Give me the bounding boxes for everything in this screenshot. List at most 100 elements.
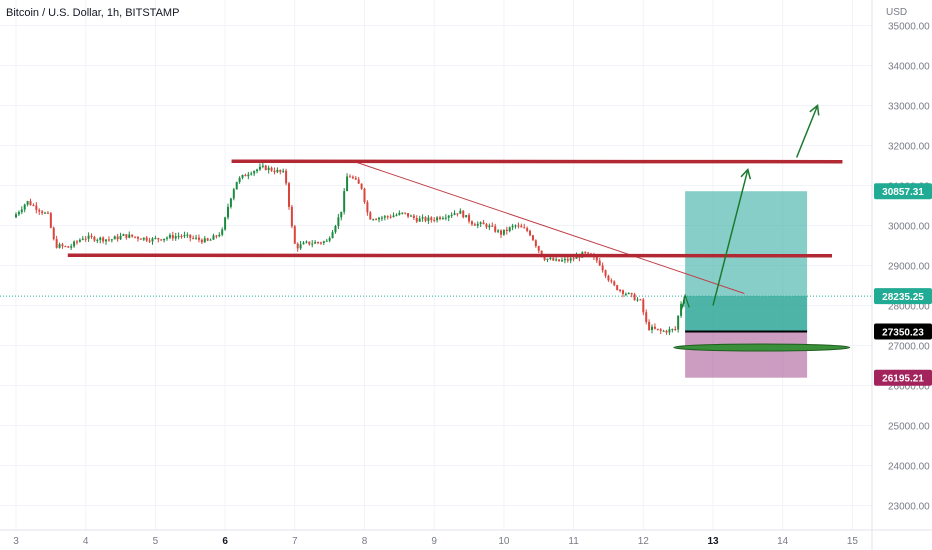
candle-body [290, 206, 293, 227]
support-ellipse[interactable] [673, 343, 851, 352]
candle-body [378, 217, 381, 220]
price-badge-label: 27350.23 [882, 327, 924, 338]
candle-body [261, 165, 264, 167]
candle-body [232, 189, 235, 199]
y-tick-label: 33000.00 [888, 102, 930, 113]
candle-body [671, 328, 674, 330]
current-arrow-icon [681, 293, 690, 310]
candle-body [282, 170, 285, 172]
candle-body [494, 226, 497, 232]
candle-body [87, 235, 90, 239]
candle-body [171, 235, 174, 239]
candle-body [113, 236, 116, 240]
candle-body [247, 174, 250, 177]
x-tick-label: 6 [222, 536, 228, 547]
x-tick-label: 15 [847, 536, 859, 547]
candle-body [360, 183, 363, 189]
candle-body [20, 209, 23, 213]
candle-body [334, 225, 337, 233]
candle-body [296, 243, 299, 249]
price-badge-label: 26195.21 [882, 374, 924, 385]
candle-body [52, 227, 55, 240]
candle-body [212, 235, 215, 240]
y-tick-label: 25000.00 [888, 422, 930, 433]
candle-body [587, 252, 590, 254]
candle-body [70, 246, 73, 248]
candle-body [145, 237, 148, 241]
candle-body [128, 234, 131, 238]
candle-body [308, 241, 311, 245]
candle-body [540, 250, 543, 257]
candle-body [343, 191, 346, 212]
candle-body [238, 177, 241, 182]
price-badge [874, 323, 932, 340]
candle-body [529, 230, 532, 236]
x-tick-label: 9 [431, 536, 437, 547]
x-tick-label: 12 [638, 536, 650, 547]
level-line-resistance[interactable] [231, 159, 843, 164]
candle-body [119, 235, 122, 240]
candle-body [677, 315, 680, 330]
candle-body [253, 171, 256, 174]
y-tick-label: 30000.00 [888, 222, 930, 233]
candle-body [465, 215, 468, 218]
projection-arrow-1[interactable] [712, 169, 749, 306]
candle-body [427, 217, 430, 221]
candle-body [636, 299, 639, 301]
candle-body [624, 293, 627, 295]
candle-body [537, 246, 540, 251]
candle-body [229, 198, 232, 207]
y-tick-label: 24000.00 [888, 462, 930, 473]
candle-body [558, 259, 561, 262]
candle-body [668, 329, 671, 333]
candle-body [81, 238, 84, 240]
candle-body [67, 246, 70, 248]
y-tick-label: 32000.00 [888, 142, 930, 153]
candle-body [64, 246, 67, 248]
candle-body [470, 221, 473, 225]
candle-body [102, 237, 105, 242]
y-tick-label: 35000.00 [888, 22, 930, 33]
candle-body [680, 303, 683, 316]
candle-body [401, 212, 404, 214]
candle-body [264, 165, 267, 170]
candle-body [674, 328, 677, 330]
candle-body [450, 214, 453, 216]
candle-body [195, 237, 198, 239]
candle-body [116, 236, 119, 240]
candle-body [186, 234, 189, 236]
y-tick-label: 26000.00 [888, 382, 930, 393]
candle-body [662, 330, 665, 332]
arrow-head [740, 167, 752, 180]
candle-body [412, 215, 415, 219]
candle-body [302, 242, 305, 245]
trend-line[interactable] [353, 161, 745, 294]
candle-body [534, 240, 537, 247]
candle-body [258, 166, 261, 170]
candle-body [122, 234, 125, 236]
candle-body [436, 217, 439, 221]
candle-body [160, 239, 163, 241]
candle-body [276, 169, 279, 173]
candle-body [523, 227, 526, 229]
candle-body [241, 174, 244, 178]
candle-body [183, 234, 186, 237]
candle-body [151, 238, 154, 242]
candle-body [270, 167, 273, 171]
candle-body [497, 230, 500, 232]
candle-body [369, 212, 372, 220]
projection-arrow-2[interactable] [795, 105, 819, 158]
position-loss-zone[interactable] [685, 331, 808, 378]
candle-body [357, 179, 360, 184]
candle-body [508, 227, 511, 232]
candle-body [166, 237, 169, 239]
candle-body [610, 280, 613, 282]
candle-body [206, 238, 209, 241]
candle-body [174, 236, 177, 239]
candle-body [337, 217, 340, 226]
candle-body [575, 256, 578, 259]
candle-body [73, 241, 76, 247]
candle-body [363, 188, 366, 203]
level-line-support[interactable] [67, 253, 832, 258]
